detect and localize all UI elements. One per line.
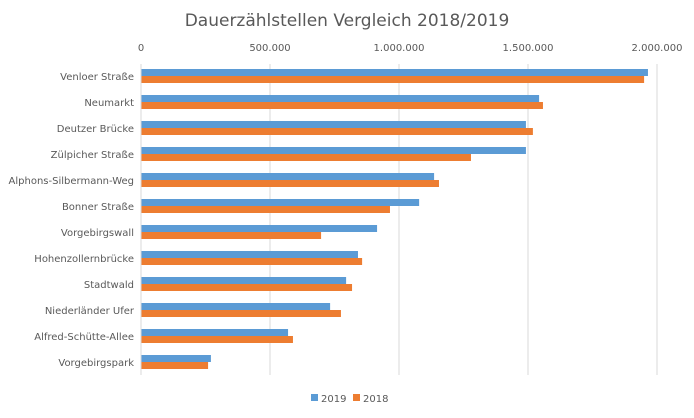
bar-2019: [141, 69, 648, 76]
bar-2019: [141, 121, 526, 128]
bar-2019: [141, 95, 540, 102]
category-label: Stadtwald: [84, 280, 134, 291]
x-tick-label: 1.000.000: [374, 43, 425, 54]
legend-label-2019: 2019: [321, 394, 346, 405]
legend-label-2018: 2018: [363, 394, 388, 405]
x-tick-label: 0: [138, 43, 144, 54]
bar-2019: [141, 147, 526, 154]
category-label: Neumarkt: [84, 98, 134, 109]
bars: [141, 69, 648, 369]
category-label: Deutzer Brücke: [57, 124, 134, 135]
bar-2019: [141, 277, 347, 284]
category-label: Venloer Straße: [60, 72, 134, 83]
category-label: Vorgebirgspark: [58, 358, 134, 369]
legend: 2019 2018: [311, 394, 388, 405]
bar-2019: [141, 225, 378, 232]
legend-swatch-2019: [311, 394, 318, 401]
gridlines: [269, 64, 658, 375]
bar-2018: [141, 232, 322, 239]
bar-2018: [141, 258, 363, 265]
bar-2018: [141, 154, 471, 161]
x-tick-label: 2.000.000: [632, 43, 683, 54]
bar-2018: [141, 310, 341, 317]
category-label: Bonner Straße: [62, 202, 134, 213]
chart-title: Dauerzählstellen Vergleich 2018/2019: [185, 11, 510, 31]
category-labels: Venloer Straße Neumarkt Deutzer Brücke Zülp…: [9, 72, 135, 369]
category-label: Vorgebirgswall: [61, 228, 134, 239]
bar-2019: [141, 329, 289, 336]
bar-2018: [141, 102, 543, 109]
bar-2019: [141, 199, 420, 206]
bar-2019: [141, 355, 211, 362]
bar-2018: [141, 336, 293, 343]
bar-2019: [141, 251, 358, 258]
category-label: Alphons-Silbermann-Weg: [9, 176, 134, 187]
bar-2019: [141, 173, 435, 180]
category-label: Hohenzollernbrücke: [34, 254, 134, 265]
bar-2018: [141, 206, 390, 213]
bar-2018: [141, 128, 533, 135]
category-label: Zülpicher Straße: [51, 150, 134, 161]
bar-2019: [141, 303, 331, 310]
x-tick-label: 1.500.000: [503, 43, 554, 54]
category-label: Alfred-Schütte-Allee: [34, 332, 134, 343]
bar-2018: [141, 180, 439, 187]
bar-2018: [141, 76, 645, 83]
category-label: Niederländer Ufer: [45, 306, 135, 317]
x-tick-label: 500.000: [249, 43, 290, 54]
bar-2018: [141, 284, 353, 291]
legend-swatch-2018: [353, 394, 360, 401]
bar-2018: [141, 362, 209, 369]
x-axis-ticks: 0 500.000 1.000.000 1.500.000 2.000.000: [138, 43, 683, 54]
